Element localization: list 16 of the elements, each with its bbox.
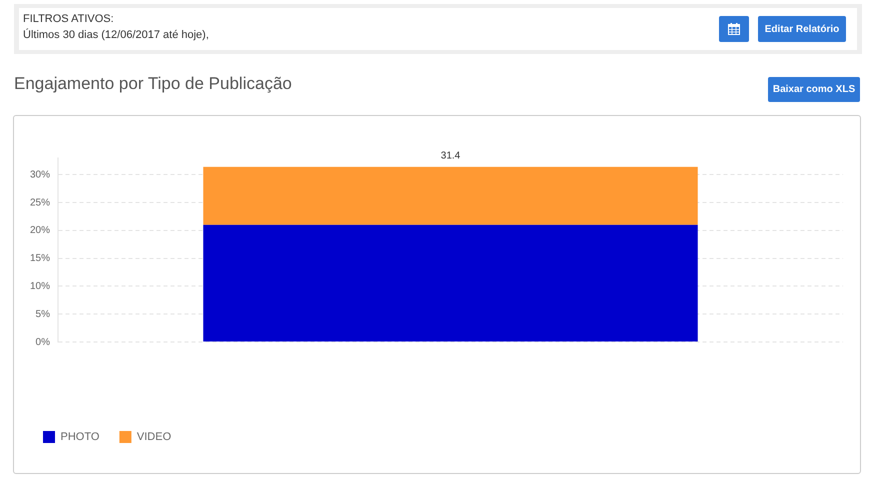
edit-report-button[interactable]: Editar Relatório [758, 16, 846, 42]
legend-label: VIDEO [136, 431, 172, 444]
y-tick-label: 15% [30, 253, 50, 264]
y-tick-label: 5% [36, 308, 50, 320]
y-tick-label: 10% [30, 280, 50, 292]
text: Últimos 30 dias (12/06/2017 até hoje), [23, 29, 209, 42]
y-tick-label: 20% [30, 225, 50, 236]
calendar-button[interactable] [719, 16, 749, 42]
legend-label: PHOTO [60, 431, 100, 444]
total-label: 31.4 [440, 150, 461, 162]
chart-title: Engajamento por Tipo de Publicação [14, 73, 292, 95]
text: FILTROS ATIVOS: [23, 13, 114, 26]
y-tick-label: 0% [36, 336, 50, 348]
y-tick-label: 25% [30, 197, 50, 208]
y-tick-label: 30% [30, 169, 50, 180]
download-xls-button[interactable]: Baixar como XLS [768, 77, 860, 102]
